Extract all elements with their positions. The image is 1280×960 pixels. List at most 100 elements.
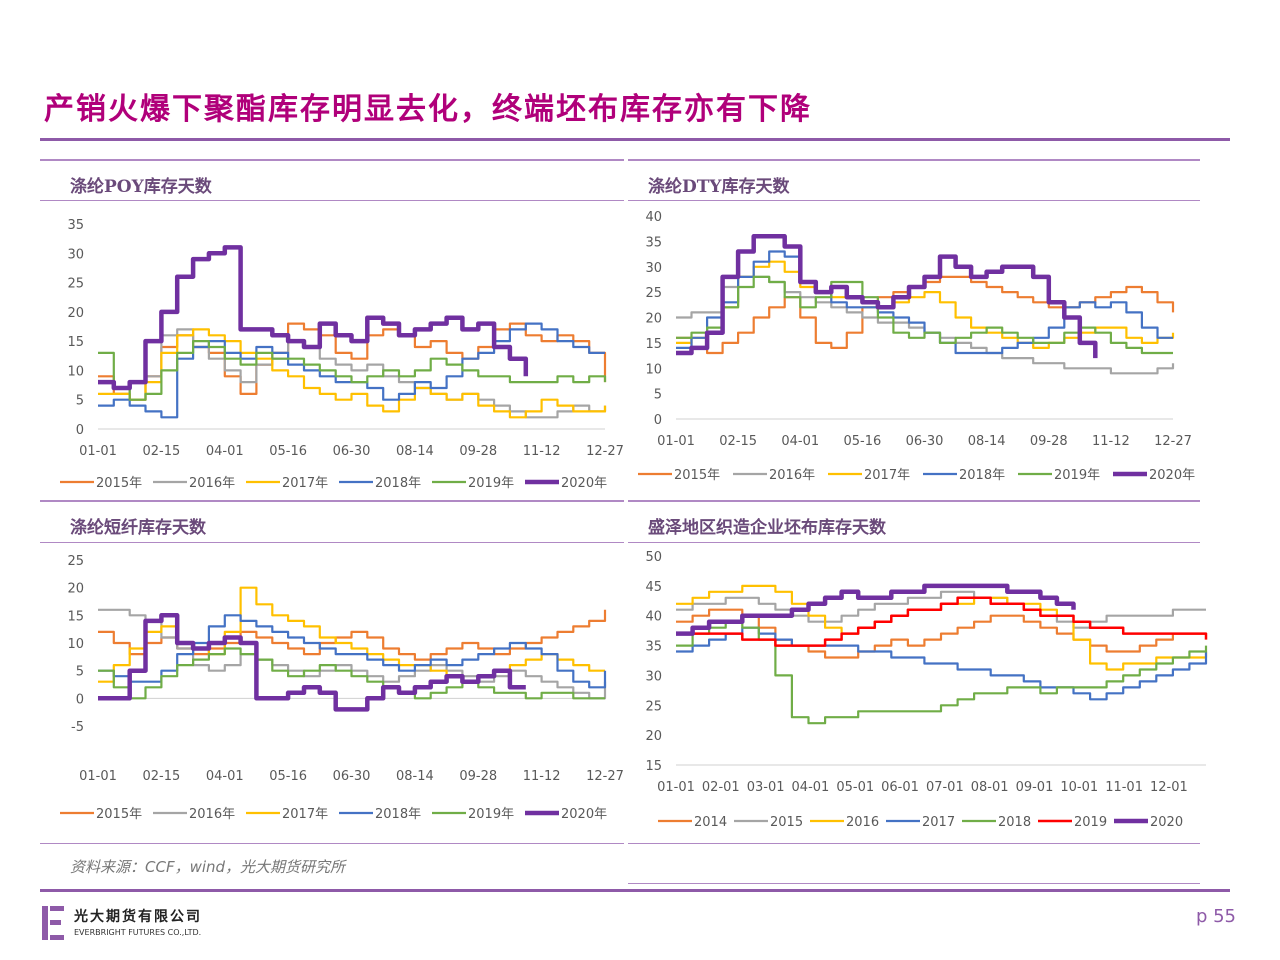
y-tick-label: 20: [645, 729, 662, 744]
divider: [628, 500, 1200, 502]
series-line-2018年: [676, 250, 1173, 355]
poy-inventory-chart: 0 5 10 15 20 25 30 35 01-01 02-15 04-01 05-16 06-30 0…: [60, 218, 624, 491]
psf-inventory-chart: -5 0 5 10 15 20 25 01-01 02-15 04-01 05-16 06-30 08-…: [60, 554, 624, 822]
x-tick-label: 01-01: [657, 780, 695, 795]
series-line-2020年: [98, 613, 526, 712]
divider: [628, 200, 1200, 201]
x-tick-label: 12-27: [586, 769, 624, 784]
legend-label: 2016年: [769, 468, 815, 483]
x-tick-label: 02-15: [142, 444, 180, 459]
footer-rule: [40, 889, 1230, 892]
y-tick-label: 20: [67, 306, 84, 321]
y-tick-label: 15: [67, 335, 84, 350]
series-line-2014: [676, 608, 1206, 659]
page-number: p 55: [1195, 906, 1236, 927]
series-line-2020年: [676, 234, 1098, 359]
y-tick-label: 50: [645, 550, 662, 565]
source-note: 资料来源：CCF，wind，光大期货研究所: [70, 858, 346, 876]
legend-label: 2015年: [674, 468, 720, 483]
legend-label: 2018年: [375, 807, 421, 822]
y-tick-label: 35: [67, 218, 84, 233]
divider: [40, 843, 624, 844]
x-tick-label: 06-30: [333, 444, 371, 459]
divider: [40, 500, 624, 502]
y-tick-label: 40: [645, 210, 662, 225]
y-tick-label: -5: [71, 720, 84, 735]
divider: [628, 542, 1200, 543]
legend-label: 2015年: [96, 807, 142, 822]
legend-label: 2015年: [96, 476, 142, 491]
x-tick-label: 05-16: [843, 434, 881, 449]
divider: [40, 542, 624, 543]
legend-label: 2020年: [1149, 468, 1195, 483]
x-tick-label: 11-12: [1092, 434, 1130, 449]
series-line-2017年: [676, 260, 1175, 349]
x-tick-label: 07-01: [926, 780, 964, 795]
legend-label: 2019年: [468, 476, 514, 491]
divider: [628, 843, 1200, 844]
y-tick-label: 10: [67, 364, 84, 379]
legend-label: 2017年: [282, 807, 328, 822]
y-tick-label: 5: [76, 665, 84, 680]
x-tick-label: 03-01: [747, 780, 785, 795]
legend-label: 2015: [770, 815, 803, 830]
series-line-2017年: [98, 328, 607, 419]
series-line-2015: [676, 590, 1206, 629]
x-tick-label: 02-01: [702, 780, 740, 795]
series-line-2016年: [98, 608, 607, 700]
x-tick-label: 11-12: [523, 769, 561, 784]
x-tick-label: 04-01: [792, 780, 830, 795]
title-rule: [40, 138, 1230, 141]
everbright-logo-icon: [42, 906, 64, 940]
y-tick-label: 25: [645, 699, 662, 714]
y-tick-label: 10: [645, 362, 662, 377]
x-tick-label: 11-12: [523, 444, 561, 459]
legend-label: 2016年: [189, 807, 235, 822]
y-tick-label: 20: [67, 582, 84, 597]
company-logo: 光大期货有限公司 EVERBRIGHT FUTURES CO.,LTD.: [40, 904, 240, 944]
x-tick-label: 02-15: [719, 434, 757, 449]
y-tick-label: 0: [76, 423, 84, 438]
series-line-2019: [676, 596, 1208, 647]
x-tick-label: 12-01: [1150, 780, 1188, 795]
y-tick-label: 35: [645, 235, 662, 250]
divider: [628, 883, 1200, 884]
x-tick-label: 09-28: [459, 769, 497, 784]
legend-label: 2019年: [468, 807, 514, 822]
x-tick-label: 01-01: [79, 769, 117, 784]
legend-label: 2016年: [189, 476, 235, 491]
legend-label: 2020: [1150, 815, 1183, 830]
logo-text-cn: 光大期货有限公司: [74, 909, 202, 925]
x-tick-label: 09-28: [1030, 434, 1068, 449]
legend-label: 2016: [846, 815, 879, 830]
x-tick-label: 09-01: [1016, 780, 1054, 795]
y-tick-label: 15: [645, 337, 662, 352]
legend-label: 2018: [998, 815, 1031, 830]
x-tick-label: 01-01: [79, 444, 117, 459]
x-tick-label: 05-01: [836, 780, 874, 795]
x-tick-label: 04-01: [206, 444, 244, 459]
legend-label: 2020年: [561, 476, 607, 491]
x-tick-label: 08-14: [968, 434, 1006, 449]
chart-title-dty: 涤纶DTY库存天数: [648, 177, 790, 197]
greige-inventory-chart: 15 20 25 30 35 40 45 50 01-01 02-01 03-01 04-01 05-0…: [645, 550, 1208, 830]
legend-label: 2017: [922, 815, 955, 830]
y-tick-label: 30: [645, 261, 662, 276]
y-tick-label: 5: [76, 394, 84, 409]
y-tick-label: 10: [67, 637, 84, 652]
x-tick-label: 12-27: [1154, 434, 1192, 449]
legend-label: 2018年: [375, 476, 421, 491]
series-line-2019年: [98, 340, 607, 401]
x-tick-label: 09-28: [459, 444, 497, 459]
x-tick-label: 04-01: [781, 434, 819, 449]
y-tick-label: 25: [67, 277, 84, 292]
logo-text-en: EVERBRIGHT FUTURES CO.,LTD.: [74, 928, 202, 937]
series-line-2016年: [98, 328, 607, 419]
x-tick-label: 06-01: [881, 780, 919, 795]
x-tick-label: 05-16: [269, 769, 307, 784]
legend-label: 2020年: [561, 807, 607, 822]
series-line-2019年: [98, 647, 605, 700]
slide-title: 产销火爆下聚酯库存明显去化，终端坯布库存亦有下降: [44, 92, 812, 127]
x-tick-label: 08-14: [396, 444, 434, 459]
chart-title-greige: 盛泽地区织造企业坯布库存天数: [648, 518, 886, 538]
